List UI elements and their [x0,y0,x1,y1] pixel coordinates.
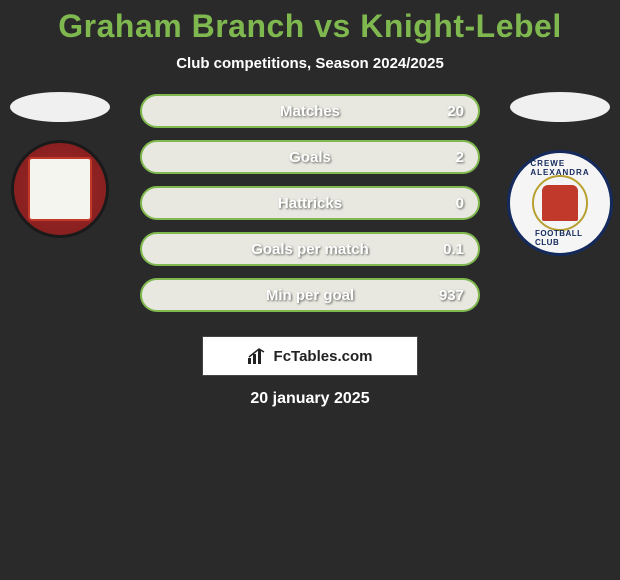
stat-row-hattricks: Hattricks 0 [140,186,480,220]
badge-text-wrap: CREWE ALEXANDRA FOOTBALL CLUB [510,153,610,253]
stat-row-gpm: Goals per match 0.1 [140,232,480,266]
stat-row-matches: Matches 20 [140,94,480,128]
attribution-text: FcTables.com [274,348,373,365]
badge-bot-text: FOOTBALL CLUB [535,229,585,247]
stat-right-value: 937 [439,287,464,304]
left-player-column [0,94,120,238]
stat-label: Min per goal [266,287,354,304]
stat-right-value: 2 [456,149,464,166]
page-title: Graham Branch vs Knight-Lebel [0,8,620,45]
subtitle: Club competitions, Season 2024/2025 [0,55,620,72]
stat-right-value: 0 [456,195,464,212]
comparison-widget: Graham Branch vs Knight-Lebel Club compe… [0,0,620,408]
stat-label: Goals [289,149,331,166]
club-badge-left [11,140,109,238]
stat-right-value: 0.1 [443,241,464,258]
stat-row-mpg: Min per goal 937 [140,278,480,312]
player-photo-right [510,92,610,122]
date-text: 20 january 2025 [0,390,620,408]
chart-icon [248,348,268,364]
stat-row-goals: Goals 2 [140,140,480,174]
attribution-box[interactable]: FcTables.com [202,336,418,376]
club-badge-right: CREWE ALEXANDRA FOOTBALL CLUB [507,150,613,256]
stat-right-value: 20 [447,103,464,120]
stat-label: Hattricks [278,195,342,212]
stats-area: CREWE ALEXANDRA FOOTBALL CLUB Matches 20… [0,94,620,330]
stat-label: Matches [280,103,340,120]
stat-rows: Matches 20 Goals 2 Hattricks 0 Goals per… [140,94,480,312]
stat-label: Goals per match [251,241,369,258]
right-player-column: CREWE ALEXANDRA FOOTBALL CLUB [500,94,620,256]
badge-top-text: CREWE ALEXANDRA [530,159,589,177]
player-photo-left [10,92,110,122]
